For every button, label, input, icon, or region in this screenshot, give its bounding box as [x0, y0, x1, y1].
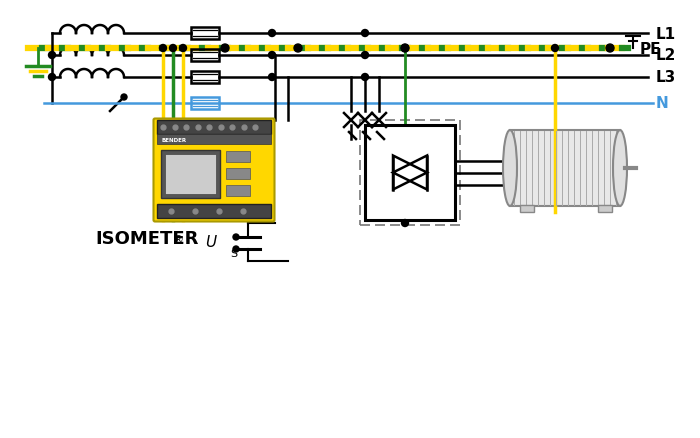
Ellipse shape	[503, 131, 517, 207]
FancyBboxPatch shape	[153, 119, 274, 222]
Bar	[226, 152, 250, 162]
Bar	[226, 169, 250, 180]
Circle shape	[606, 45, 614, 53]
Circle shape	[48, 74, 55, 81]
Text: L1: L1	[656, 26, 676, 42]
Bar	[191, 72, 219, 84]
Bar	[191, 50, 219, 62]
Bar	[161, 151, 220, 198]
Circle shape	[269, 30, 276, 37]
Bar	[157, 135, 271, 145]
Circle shape	[121, 95, 127, 101]
Bar	[520, 205, 534, 212]
Circle shape	[361, 30, 368, 37]
Circle shape	[294, 45, 302, 53]
Text: S: S	[230, 248, 237, 258]
Text: ISOMETER: ISOMETER	[95, 230, 198, 247]
Bar	[365, 126, 455, 220]
Bar	[191, 98, 219, 110]
Bar	[360, 121, 460, 226]
Circle shape	[221, 45, 229, 53]
Text: L2: L2	[656, 48, 676, 64]
Circle shape	[48, 53, 55, 60]
Circle shape	[361, 53, 368, 60]
Text: $U$: $U$	[205, 233, 218, 249]
Bar	[510, 131, 620, 207]
Ellipse shape	[613, 131, 627, 207]
Circle shape	[401, 45, 409, 53]
Text: N: N	[656, 96, 668, 111]
Circle shape	[552, 46, 559, 53]
Text: L3: L3	[656, 71, 676, 85]
Text: PE: PE	[640, 42, 662, 57]
Circle shape	[402, 220, 409, 227]
Circle shape	[179, 46, 186, 53]
Circle shape	[402, 46, 409, 53]
Circle shape	[269, 53, 276, 60]
Text: BENDER: BENDER	[161, 137, 186, 142]
Bar	[226, 186, 250, 197]
Text: ®: ®	[173, 234, 184, 244]
Circle shape	[233, 234, 239, 240]
Circle shape	[169, 46, 176, 53]
Bar	[598, 205, 612, 212]
Circle shape	[233, 247, 239, 252]
Circle shape	[160, 46, 167, 53]
Bar	[157, 121, 271, 135]
Bar	[157, 205, 271, 219]
Bar	[165, 155, 216, 194]
Bar	[191, 28, 219, 40]
Circle shape	[361, 74, 368, 81]
Circle shape	[269, 74, 276, 81]
